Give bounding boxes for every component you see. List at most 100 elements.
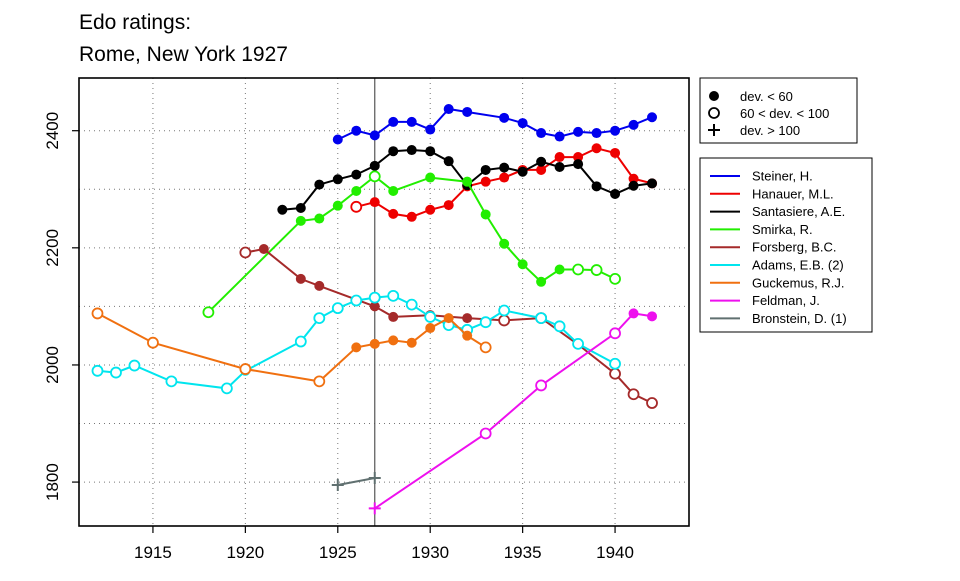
data-point [553, 320, 566, 333]
data-point [462, 330, 473, 341]
data-point [331, 479, 344, 492]
legend-label: Santasiere, A.E. [752, 204, 845, 219]
data-point [332, 200, 343, 211]
data-point [591, 181, 602, 192]
series-line [337, 477, 375, 486]
data-point [498, 314, 511, 327]
x-tick-label: 1920 [226, 543, 264, 562]
data-point [609, 327, 621, 340]
legend-label: Forsberg, B.C. [752, 240, 837, 255]
data-point [294, 335, 307, 348]
data-point [480, 209, 491, 220]
series-1 [350, 143, 658, 222]
data-point [239, 363, 252, 375]
data-point [554, 152, 565, 163]
data-point [610, 147, 621, 158]
data-point [536, 128, 547, 139]
marker-legend: dev. < 60 60 < dev. < 100 dev. > 100 [699, 77, 858, 144]
data-point [628, 308, 639, 319]
data-point [536, 156, 547, 167]
data-point [647, 311, 658, 322]
data-point [609, 357, 621, 370]
data-point [479, 427, 492, 440]
data-point [480, 164, 491, 175]
data-point [314, 213, 325, 224]
data-point [314, 179, 325, 190]
legend-label: Feldman, J. [752, 293, 820, 308]
legend-label: Hanauer, M.L. [752, 186, 834, 201]
data-point [647, 112, 658, 123]
data-point [628, 173, 639, 184]
data-point [388, 311, 399, 322]
data-point [498, 304, 511, 317]
series-line [337, 107, 653, 141]
data-point [462, 176, 473, 187]
data-point [165, 375, 178, 388]
data-point [406, 337, 417, 348]
series-legend: Steiner, H. Hanauer, M.L. Santasiere, A.E.… [699, 157, 873, 333]
series-7 [368, 308, 658, 515]
data-point [499, 172, 510, 183]
chart-title-line2: Rome, New York 1927 [79, 43, 288, 66]
chart-title-line1: Edo ratings: [79, 11, 191, 34]
series-line [97, 294, 616, 390]
data-point [535, 379, 548, 392]
legend-label: Guckemus, R.J. [752, 275, 844, 290]
data-point [462, 106, 473, 117]
data-point [388, 146, 399, 157]
y-tick-label: 1800 [43, 463, 62, 501]
data-point [573, 152, 584, 163]
data-point [406, 116, 417, 127]
data-point [110, 366, 122, 379]
legend-label: Smirka, R. [752, 222, 813, 237]
data-point [443, 156, 454, 167]
data-point [314, 280, 325, 291]
data-point [295, 273, 306, 284]
data-point [202, 306, 215, 319]
marker-legend-label: dev. > 100 [740, 123, 800, 138]
y-tick-label: 2200 [43, 229, 62, 267]
data-point [647, 178, 658, 189]
data-point [220, 382, 233, 395]
data-point [609, 367, 621, 380]
data-point [517, 259, 528, 270]
data-point [258, 244, 269, 255]
data-point [627, 388, 640, 401]
data-point [443, 104, 454, 115]
series-line [207, 175, 616, 313]
data-point [425, 323, 436, 334]
data-point [628, 119, 639, 130]
data-point [572, 263, 584, 276]
data-point [499, 162, 510, 173]
series-0 [332, 104, 658, 145]
data-point [479, 341, 492, 354]
data-point [536, 276, 547, 287]
x-tick-label: 1925 [319, 543, 357, 562]
data-point [388, 335, 399, 346]
data-point [368, 170, 381, 183]
data-point [425, 124, 436, 135]
data-point [591, 143, 602, 154]
data-point [573, 126, 584, 137]
data-point [443, 200, 454, 211]
data-point [388, 186, 399, 197]
data-point [425, 146, 436, 157]
legend-symbol [708, 107, 720, 119]
data-point [368, 502, 381, 515]
data-point [295, 215, 306, 226]
x-tick-label: 1930 [411, 543, 449, 562]
data-point [388, 208, 399, 219]
data-point [147, 336, 159, 349]
data-point [369, 338, 380, 349]
data-point [369, 160, 380, 171]
data-point [646, 397, 658, 409]
data-point [573, 159, 584, 170]
data-point [332, 134, 343, 145]
data-point [368, 471, 381, 484]
data-point [295, 203, 306, 214]
legend-symbol [708, 124, 720, 136]
data-point [535, 312, 548, 325]
legend-symbol [709, 91, 719, 101]
grid-lines [79, 78, 689, 526]
